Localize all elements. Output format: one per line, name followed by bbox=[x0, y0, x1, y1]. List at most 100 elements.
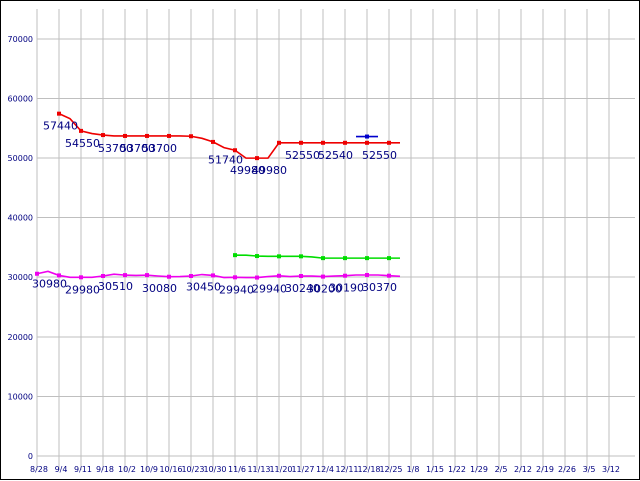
data-point-marker bbox=[343, 273, 347, 278]
data-point-marker bbox=[321, 256, 325, 261]
data-point-label: 51740 bbox=[208, 154, 243, 167]
y-axis-tick-label: 20000 bbox=[8, 333, 33, 342]
series-line-green-series bbox=[235, 254, 400, 259]
data-point-label: 30370 bbox=[362, 281, 397, 294]
data-point-label: 54550 bbox=[65, 137, 100, 150]
data-series-layer bbox=[35, 111, 401, 280]
data-point-marker bbox=[79, 275, 83, 280]
x-axis-tick-label: 11/13 bbox=[247, 465, 270, 474]
data-point-marker bbox=[321, 274, 325, 279]
data-point-marker bbox=[299, 274, 303, 279]
y-axis-tick-label: 10000 bbox=[8, 392, 33, 401]
x-axis-tick-label: 11/27 bbox=[291, 465, 314, 474]
data-point-marker bbox=[387, 273, 391, 278]
x-axis-tick-label: 2/19 bbox=[536, 465, 554, 474]
data-point-marker bbox=[189, 134, 193, 139]
x-axis-tick-label: 9/11 bbox=[74, 465, 92, 474]
data-point-label: 57440 bbox=[43, 120, 78, 133]
data-point-marker bbox=[365, 134, 369, 139]
data-point-marker bbox=[57, 273, 61, 278]
x-axis-tick-label: 1/8 bbox=[407, 465, 420, 474]
x-axis-tick-label: 10/23 bbox=[181, 465, 204, 474]
y-axis-tick-label: 40000 bbox=[8, 214, 33, 223]
data-point-marker bbox=[233, 253, 237, 258]
data-point-label: 49980 bbox=[252, 164, 287, 177]
data-point-marker bbox=[189, 274, 193, 279]
data-point-marker bbox=[365, 256, 369, 261]
data-point-marker bbox=[277, 140, 281, 145]
x-axis-tick-label: 1/29 bbox=[470, 465, 488, 474]
data-point-marker bbox=[277, 273, 281, 278]
data-point-marker bbox=[343, 140, 347, 145]
data-point-marker bbox=[79, 128, 83, 133]
data-point-marker bbox=[57, 111, 61, 116]
data-point-label: 30200 bbox=[307, 283, 342, 296]
data-point-label: 52550 bbox=[285, 149, 320, 162]
data-point-label: 30080 bbox=[142, 282, 177, 295]
data-point-label: 30980 bbox=[32, 277, 67, 290]
data-point-label: 29940 bbox=[219, 283, 254, 296]
x-axis-tick-label: 9/4 bbox=[55, 465, 68, 474]
data-point-label: 29940 bbox=[252, 283, 287, 296]
y-axis-tick-label: 70000 bbox=[8, 35, 33, 44]
x-axis-tick-label: 10/2 bbox=[118, 465, 136, 474]
data-point-label: 30510 bbox=[98, 280, 133, 293]
data-point-label: 52550 bbox=[362, 149, 397, 162]
y-axis-tick-label: 30000 bbox=[8, 273, 33, 282]
data-point-label: 52540 bbox=[318, 149, 353, 162]
x-axis-tick-label: 1/15 bbox=[426, 465, 444, 474]
data-point-marker bbox=[123, 133, 127, 138]
data-point-marker bbox=[321, 140, 325, 145]
x-axis-tick-label: 8/28 bbox=[30, 465, 48, 474]
data-point-marker bbox=[299, 254, 303, 259]
x-axis-tick-label: 3/12 bbox=[602, 465, 620, 474]
x-axis-tick-label: 10/9 bbox=[140, 465, 158, 474]
data-point-marker bbox=[365, 140, 369, 145]
data-point-marker bbox=[145, 133, 149, 138]
data-point-marker bbox=[343, 256, 347, 261]
data-point-marker bbox=[101, 133, 105, 138]
x-axis-tick-label: 1/22 bbox=[448, 465, 466, 474]
data-point-marker bbox=[365, 272, 369, 277]
data-point-marker bbox=[233, 148, 237, 153]
data-point-label: 49980 bbox=[230, 164, 265, 177]
data-point-marker bbox=[167, 133, 171, 138]
data-point-marker bbox=[233, 275, 237, 280]
x-axis-tick-label: 2/5 bbox=[495, 465, 508, 474]
data-point-label: 29980 bbox=[65, 283, 100, 296]
data-point-marker bbox=[387, 140, 391, 145]
x-axis-tick-label: 12/11 bbox=[335, 465, 358, 474]
data-point-marker bbox=[255, 254, 259, 259]
series-line-magenta-series bbox=[36, 270, 401, 279]
x-axis-tick-label: 12/18 bbox=[357, 465, 380, 474]
data-point-labels: 5744054550537005370053700517404998049980… bbox=[32, 120, 397, 297]
data-point-marker bbox=[255, 275, 259, 280]
x-axis-tick-label: 9/18 bbox=[96, 465, 114, 474]
y-axis-tick-labels: 0 10000 20000 30000 40000 50000 60000 70000 bbox=[8, 35, 33, 461]
data-point-label: 30450 bbox=[186, 281, 221, 294]
data-point-marker bbox=[277, 254, 281, 259]
data-point-marker bbox=[101, 274, 105, 279]
data-point-marker bbox=[211, 273, 215, 278]
data-point-label: 53700 bbox=[120, 142, 155, 155]
x-axis-tick-label: 12/25 bbox=[379, 465, 402, 474]
data-point-marker bbox=[167, 274, 171, 279]
data-point-label: 30190 bbox=[329, 282, 364, 295]
data-point-marker bbox=[211, 139, 215, 144]
x-axis-tick-label: 11/6 bbox=[228, 465, 246, 474]
y-axis-tick-label: 60000 bbox=[8, 94, 33, 103]
gridlines bbox=[36, 9, 635, 470]
x-axis-tick-label: 2/26 bbox=[558, 465, 576, 474]
x-axis-tick-label: 2/12 bbox=[514, 465, 532, 474]
x-axis-tick-label: 12/4 bbox=[316, 465, 334, 474]
data-point-marker bbox=[299, 140, 303, 145]
y-axis-tick-label: 0 bbox=[28, 452, 33, 461]
data-point-marker bbox=[387, 256, 391, 261]
y-axis-tick-label: 50000 bbox=[8, 154, 33, 163]
data-point-marker bbox=[35, 271, 39, 276]
x-axis-tick-label: 10/30 bbox=[203, 465, 226, 474]
x-axis-tick-label: 10/16 bbox=[159, 465, 182, 474]
